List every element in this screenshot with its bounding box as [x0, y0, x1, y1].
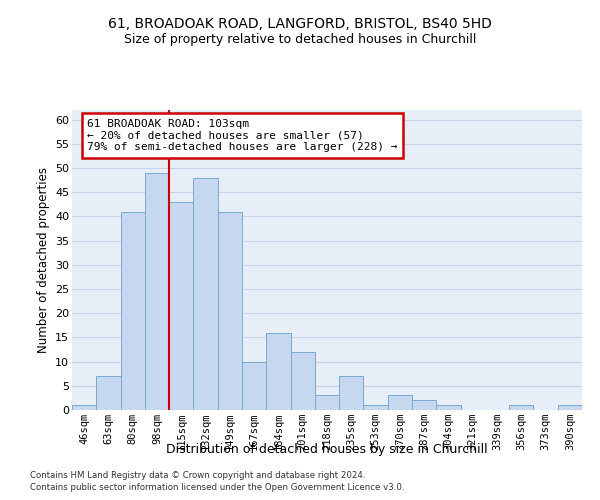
Bar [388, 396, 412, 410]
Bar [509, 405, 533, 410]
Bar [121, 212, 145, 410]
Bar [266, 332, 290, 410]
Text: Distribution of detached houses by size in Churchill: Distribution of detached houses by size … [166, 442, 488, 456]
Bar [290, 352, 315, 410]
Bar [169, 202, 193, 410]
Bar [218, 212, 242, 410]
Bar [96, 376, 121, 410]
Bar [72, 405, 96, 410]
Text: Contains HM Land Registry data © Crown copyright and database right 2024.: Contains HM Land Registry data © Crown c… [30, 471, 365, 480]
Bar [364, 405, 388, 410]
Bar [242, 362, 266, 410]
Text: 61, BROADOAK ROAD, LANGFORD, BRISTOL, BS40 5HD: 61, BROADOAK ROAD, LANGFORD, BRISTOL, BS… [108, 18, 492, 32]
Text: Contains public sector information licensed under the Open Government Licence v3: Contains public sector information licen… [30, 484, 404, 492]
Text: Size of property relative to detached houses in Churchill: Size of property relative to detached ho… [124, 32, 476, 46]
Bar [436, 405, 461, 410]
Bar [412, 400, 436, 410]
Bar [558, 405, 582, 410]
Bar [145, 173, 169, 410]
Text: 61 BROADOAK ROAD: 103sqm
← 20% of detached houses are smaller (57)
79% of semi-d: 61 BROADOAK ROAD: 103sqm ← 20% of detach… [88, 119, 398, 152]
Y-axis label: Number of detached properties: Number of detached properties [37, 167, 50, 353]
Bar [339, 376, 364, 410]
Bar [193, 178, 218, 410]
Bar [315, 396, 339, 410]
